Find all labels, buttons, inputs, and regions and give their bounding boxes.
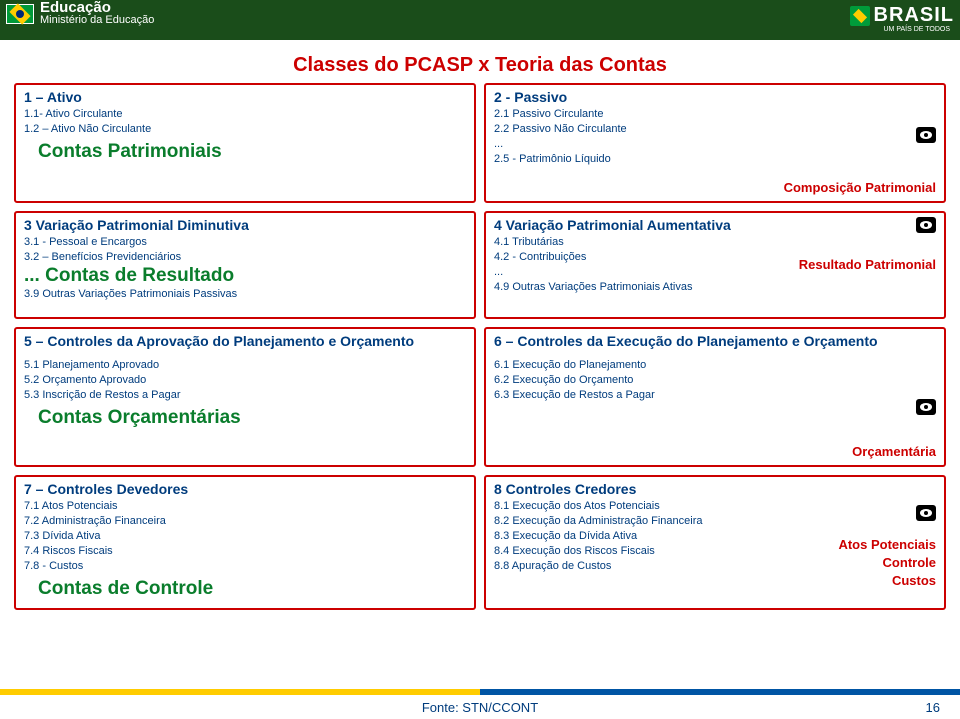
ministry-title: Educação [40,2,154,14]
list-item: 7.2 Administração Financeira [24,514,466,529]
list-item: 8.1 Execução dos Atos Potenciais [494,499,936,514]
category-label: Controle [883,555,936,570]
eye-icon [916,127,936,143]
box-title: 8 Controles Credores [494,481,936,497]
eye-icon [916,399,936,415]
page-number: 16 [926,700,940,715]
list-item: 6.2 Execução do Orçamento [494,373,936,388]
brazil-flag-icon [6,4,34,24]
box-title: 6 – Controles da Execução do Planejament… [494,333,936,350]
brasil-word: BRASIL [874,4,954,27]
list-item: 4.9 Outras Variações Patrimoniais Ativas [494,280,936,295]
box-title: 1 – Ativo [24,89,466,105]
list-item: 6.1 Execução do Planejamento [494,358,936,373]
category-label: Atos Potenciais [838,537,936,552]
group-label: Contas Patrimoniais [38,141,466,163]
category-label: Orçamentária [852,444,936,459]
category-label: Custos [892,573,936,588]
box-4-vpa: 4 Variação Patrimonial Aumentativa 4.1 T… [484,211,946,319]
list-item: 5.1 Planejamento Aprovado [24,358,466,373]
category-label: Resultado Patrimonial [799,257,936,272]
page-header: Educação Ministério da Educação BRASIL U… [0,0,960,40]
box-title: 2 - Passivo [494,89,936,105]
list-item: 1.2 – Ativo Não Circulante [24,122,466,137]
box-5-controles-aprov: 5 – Controles da Aprovação do Planejamen… [14,327,476,467]
list-item: 7.3 Dívida Ativa [24,529,466,544]
box-3-vpd: 3 Variação Patrimonial Diminutiva 3.1 - … [14,211,476,319]
logo-brasil: BRASIL [850,2,954,27]
list-item: 5.2 Orçamento Aprovado [24,373,466,388]
brasil-flag-icon [850,6,870,26]
list-item: 4.1 Tributárias [494,235,936,250]
list-item: 7.8 - Custos [24,559,466,574]
ministry-subtitle: Ministério da Educação [40,14,154,26]
brasil-slogan: UM PAÍS DE TODOS [883,26,950,33]
list-item: 3.9 Outras Variações Patrimoniais Passiv… [24,287,466,302]
list-item: 2.1 Passivo Circulante [494,107,936,122]
category-label: Composição Patrimonial [784,180,936,195]
list-item: 8.8 Apuração de Custos [494,559,936,574]
eye-icon [916,505,936,521]
list-item: 2.2 Passivo Não Circulante [494,122,936,137]
classes-grid: 1 – Ativo 1.1- Ativo Circulante 1.2 – At… [14,83,946,610]
footer-source: Fonte: STN/CCONT [0,700,960,715]
list-item: 8.2 Execução da Administração Financeira [494,514,936,529]
list-item: ... [494,137,936,152]
list-item: 3.1 - Pessoal e Encargos [24,235,466,250]
group-label: Contas de Controle [38,578,466,600]
box-2-passivo: 2 - Passivo 2.1 Passivo Circulante 2.2 P… [484,83,946,203]
list-item: 1.1- Ativo Circulante [24,107,466,122]
footer-stripe [0,689,960,695]
box-6-controles-exec: 6 – Controles da Execução do Planejament… [484,327,946,467]
list-item: 3.2 – Benefícios Previdenciários [24,250,466,265]
eye-icon [916,217,936,233]
logo-mec: Educação Ministério da Educação [6,2,154,26]
box-title: 5 – Controles da Aprovação do Planejamen… [24,333,466,350]
list-item: 6.3 Execução de Restos a Pagar [494,388,936,403]
box-8-credores: 8 Controles Credores 8.1 Execução dos At… [484,475,946,610]
group-label: Contas Orçamentárias [38,407,466,429]
box-1-ativo: 1 – Ativo 1.1- Ativo Circulante 1.2 – At… [14,83,476,203]
box-title: 3 Variação Patrimonial Diminutiva [24,217,466,233]
box-7-devedores: 7 – Controles Devedores 7.1 Atos Potenci… [14,475,476,610]
group-label: ... Contas de Resultado [24,265,466,287]
box-title: 7 – Controles Devedores [24,481,466,497]
list-item: 7.4 Riscos Fiscais [24,544,466,559]
list-item: 7.1 Atos Potenciais [24,499,466,514]
list-item: 2.5 - Patrimônio Líquido [494,152,936,167]
box-title: 4 Variação Patrimonial Aumentativa [494,217,936,233]
list-item: 5.3 Inscrição de Restos a Pagar [24,388,466,403]
page-title: Classes do PCASP x Teoria das Contas [0,54,960,77]
ministry-text: Educação Ministério da Educação [40,2,154,26]
